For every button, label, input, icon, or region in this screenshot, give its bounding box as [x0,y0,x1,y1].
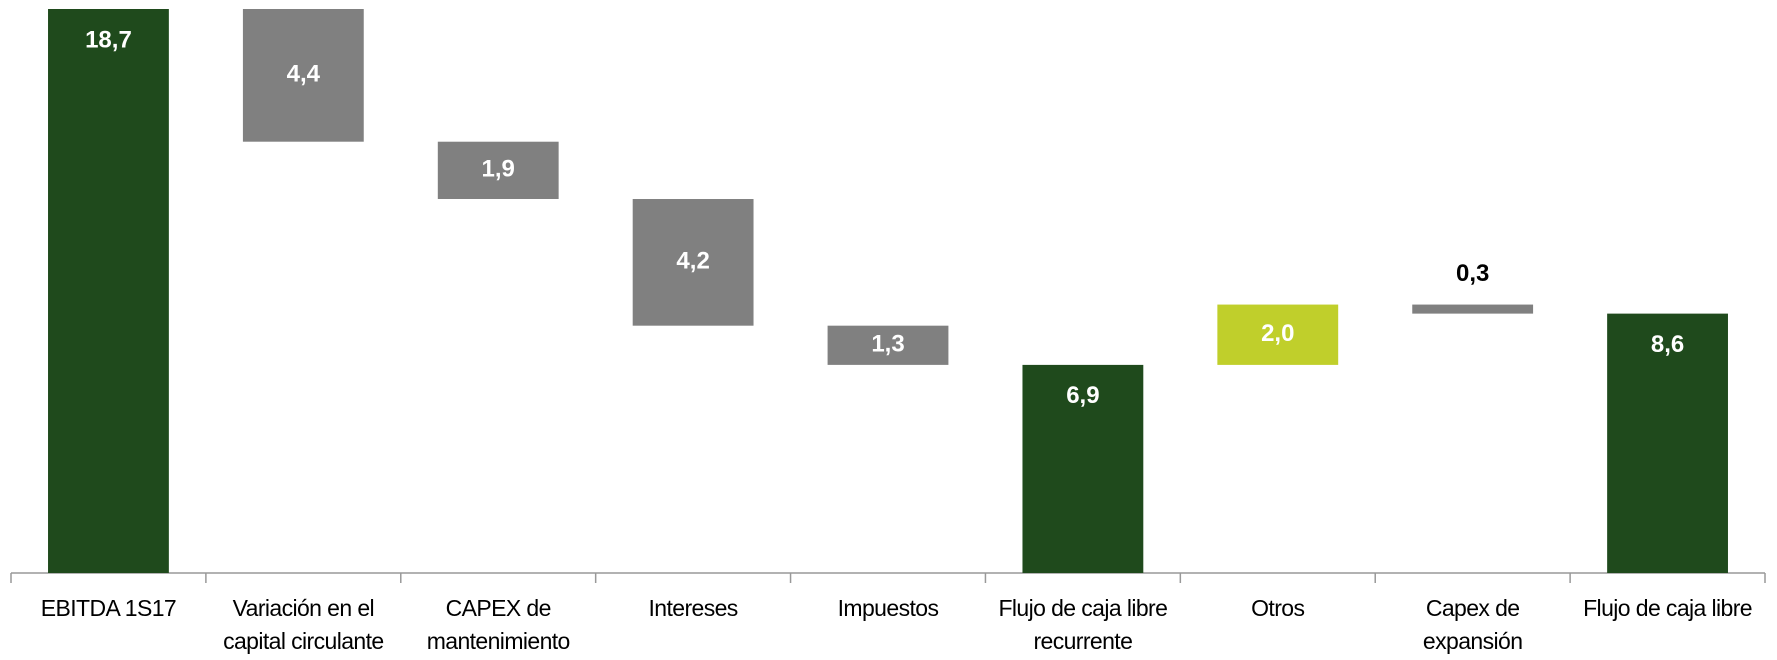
bar [632,199,754,326]
data-label: 4,4 [287,61,321,88]
bar [1412,304,1534,314]
bar [1217,304,1339,365]
x-tick-label: Variación en el capital circulante [223,595,384,654]
data-label: 4,2 [676,248,709,275]
bar [1022,364,1144,573]
x-tick-label: Intereses [648,595,739,621]
data-label: 18,7 [85,26,132,53]
bar [242,9,364,142]
x-tick-label: Otros [1251,595,1305,621]
x-tick-label: Capex de expansión [1422,595,1523,654]
bar [48,9,169,573]
data-label: 1,9 [482,156,515,183]
x-tick-label: EBITDA 1S17 [40,595,177,621]
data-label: 8,6 [1651,331,1684,358]
bar [827,325,949,365]
data-label: 2,0 [1261,320,1294,347]
data-label: 6,9 [1066,382,1099,409]
bar [437,141,559,200]
bar [1607,313,1728,573]
data-label: 0,3 [1456,260,1489,287]
x-tick-label: CAPEX de mantenimiento [426,595,571,654]
data-label: 1,3 [871,331,904,358]
x-tick-label: Flujo de caja libre [1583,595,1752,621]
x-tick-label: Flujo de caja libre recurrente [998,595,1168,654]
x-tick-label: Impuestos [837,595,939,621]
